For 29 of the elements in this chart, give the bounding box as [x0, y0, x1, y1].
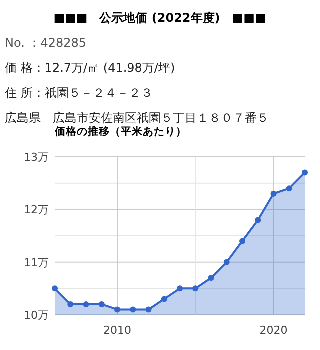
subtitle: 価格の推移（平米あたり）: [55, 126, 187, 138]
point: [302, 170, 308, 176]
annotation: 住 所：祇園５－２４－２３: [5, 86, 153, 100]
y-tick-label: 12万: [24, 204, 49, 217]
point: [114, 306, 120, 313]
point: [130, 306, 136, 313]
point: [255, 217, 262, 224]
annotation: 価 格：12.7万/㎡ (41.98万/坪): [5, 61, 176, 75]
y-tick-label: 11万: [24, 256, 49, 270]
point: [68, 301, 74, 308]
point: [240, 238, 246, 244]
point: [270, 190, 277, 197]
annotation: 広島県 広島市安佐南区祇園５丁目１８０７番５: [5, 111, 269, 125]
point: [98, 301, 105, 308]
point: [177, 286, 183, 292]
point: [161, 296, 168, 302]
y-tick-label: 13万: [24, 151, 49, 164]
point: [286, 186, 292, 192]
point: [52, 286, 58, 292]
point: [192, 286, 199, 292]
x-tick-label: 2020: [260, 324, 288, 337]
y-tick-label: 10万: [24, 309, 49, 322]
annotation: No. ：428285: [5, 36, 87, 50]
point: [224, 259, 230, 266]
point: [83, 301, 90, 308]
point: [146, 306, 152, 313]
title: ■■■ 公示地価 (2022年度) ■■■: [54, 11, 266, 25]
x-tick-label: 2010: [104, 324, 132, 337]
point: [208, 275, 214, 282]
